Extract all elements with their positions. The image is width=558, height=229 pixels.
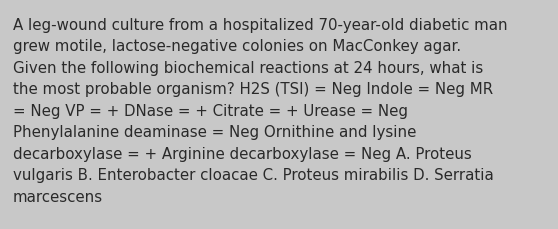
Text: A leg-wound culture from a hospitalized 70-year-old diabetic man: A leg-wound culture from a hospitalized … bbox=[13, 18, 508, 33]
Text: = Neg VP = + DNase = + Citrate = + Urease = Neg: = Neg VP = + DNase = + Citrate = + Ureas… bbox=[13, 104, 408, 118]
Text: marcescens: marcescens bbox=[13, 189, 103, 204]
Text: the most probable organism? H2S (TSI) = Neg Indole = Neg MR: the most probable organism? H2S (TSI) = … bbox=[13, 82, 493, 97]
Text: Given the following biochemical reactions at 24 hours, what is: Given the following biochemical reaction… bbox=[13, 61, 483, 76]
Text: vulgaris B. Enterobacter cloacae C. Proteus mirabilis D. Serratia: vulgaris B. Enterobacter cloacae C. Prot… bbox=[13, 168, 494, 183]
Text: grew motile, lactose-negative colonies on MacConkey agar.: grew motile, lactose-negative colonies o… bbox=[13, 39, 461, 54]
Text: decarboxylase = + Arginine decarboxylase = Neg A. Proteus: decarboxylase = + Arginine decarboxylase… bbox=[13, 146, 472, 161]
Text: Phenylalanine deaminase = Neg Ornithine and lysine: Phenylalanine deaminase = Neg Ornithine … bbox=[13, 125, 416, 140]
